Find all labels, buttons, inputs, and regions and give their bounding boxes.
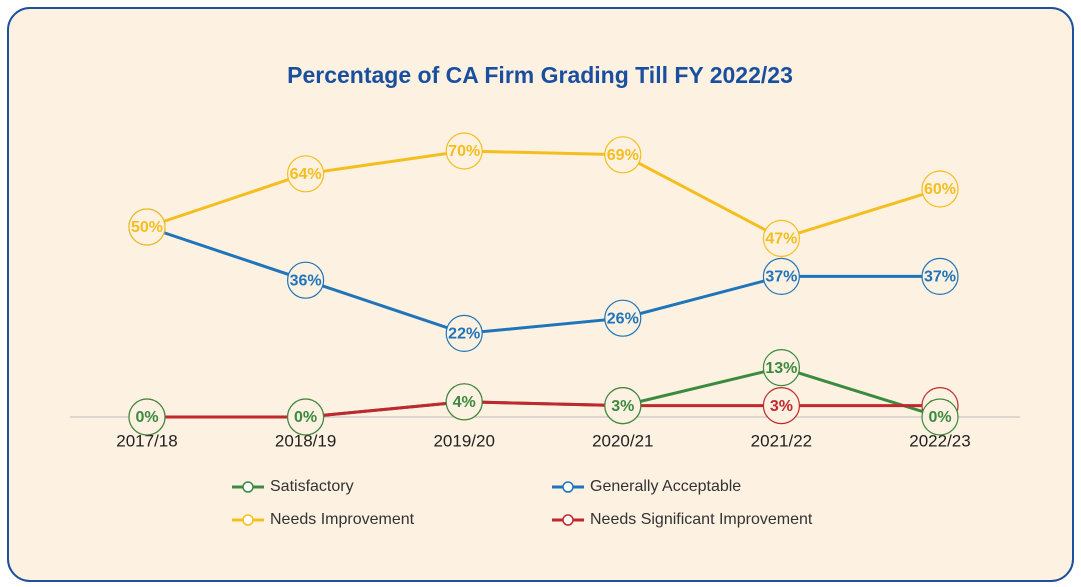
legend-label: Needs Improvement (270, 511, 415, 528)
point-marker (762, 349, 801, 387)
chart-frame (7, 7, 1074, 582)
series-line (147, 400, 940, 419)
x-tick-label: 2018/19 (275, 431, 336, 450)
x-tick-label: 2022/23 (909, 431, 970, 450)
point-marker (921, 257, 959, 295)
point-marker (128, 398, 166, 436)
x-tick-label: 2019/20 (433, 431, 494, 450)
data-label: 50% (131, 219, 163, 236)
point-marker (287, 398, 325, 436)
data-label: 60% (924, 181, 956, 198)
data-label: 0% (928, 409, 951, 426)
legend-marker (242, 514, 254, 526)
point-marker (604, 299, 642, 337)
legend-label: Needs Significant Improvement (590, 511, 813, 528)
point-marker (604, 136, 642, 174)
series-line (146, 149, 941, 241)
point-marker (287, 155, 325, 193)
data-label: 22% (448, 326, 480, 343)
data-label: 70% (448, 143, 480, 160)
legend-marker (242, 481, 254, 493)
point-marker (921, 170, 959, 208)
data-label: 0% (135, 409, 158, 426)
data-label: 0% (294, 409, 317, 426)
legend-label: Generally Acceptable (590, 478, 741, 495)
data-label: 47% (765, 231, 797, 248)
point-marker (287, 261, 325, 299)
point-marker (128, 208, 166, 246)
point-marker (445, 383, 483, 421)
data-label: 13% (765, 360, 797, 377)
data-label: 3% (770, 398, 793, 415)
x-tick-label: 2020/21 (592, 431, 653, 450)
data-label: 37% (924, 269, 956, 286)
point-marker (604, 387, 642, 425)
point-marker (921, 398, 959, 436)
point-marker (445, 314, 483, 352)
legend-marker (562, 514, 574, 526)
data-label: 3% (611, 398, 634, 415)
data-label: 36% (290, 272, 322, 289)
data-label: 4% (453, 394, 476, 411)
point-marker (445, 132, 483, 170)
series-line (146, 225, 940, 335)
data-label: 37% (765, 269, 797, 286)
legend-label: Satisfactory (270, 478, 354, 495)
data-label: 64% (290, 166, 322, 183)
x-tick-label: 2017/18 (116, 431, 177, 450)
legend-marker (562, 481, 574, 493)
x-tick-label: 2021/22 (751, 431, 812, 450)
chart-title: Percentage of CA Firm Grading Till FY 20… (287, 62, 793, 88)
point-marker (762, 387, 801, 425)
point-marker (762, 219, 801, 257)
point-marker (762, 257, 801, 295)
data-label: 69% (607, 147, 639, 164)
data-label: 26% (607, 310, 639, 327)
